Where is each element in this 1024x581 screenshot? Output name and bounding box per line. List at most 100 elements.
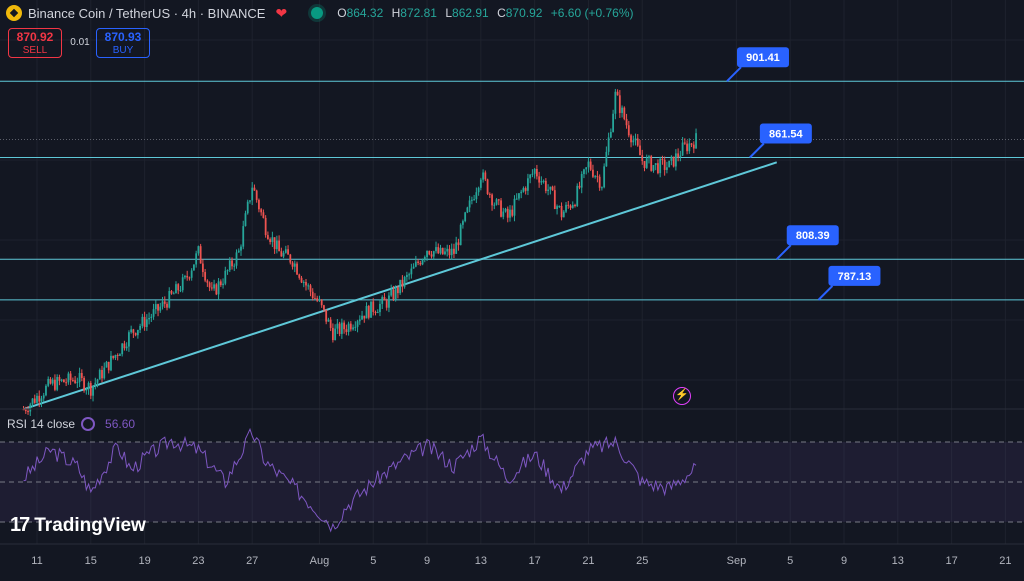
x-tick-label: 21 bbox=[582, 555, 594, 567]
candle-body bbox=[560, 205, 563, 218]
candle-body bbox=[547, 189, 549, 191]
candle-body bbox=[475, 192, 478, 200]
candle-body bbox=[645, 158, 648, 168]
candle-body bbox=[87, 382, 90, 390]
candle-body bbox=[459, 224, 462, 246]
candle-body bbox=[618, 95, 621, 113]
spread-value: 0.01 bbox=[70, 37, 90, 48]
candle-body bbox=[540, 181, 543, 183]
candle-body bbox=[325, 309, 328, 322]
candle-body bbox=[565, 204, 567, 212]
x-tick-label: 13 bbox=[475, 555, 487, 567]
candle-body bbox=[430, 254, 433, 257]
candle-body bbox=[612, 113, 615, 132]
candle-body bbox=[621, 107, 623, 113]
candle-body bbox=[224, 270, 227, 284]
candle-body bbox=[674, 153, 677, 167]
market-open-indicator-icon bbox=[311, 7, 324, 19]
candle-body bbox=[163, 301, 166, 304]
candle-body bbox=[184, 275, 186, 278]
candle-body bbox=[112, 355, 115, 358]
candle-body bbox=[583, 169, 585, 175]
candle-body bbox=[448, 248, 451, 256]
level-label-box bbox=[736, 47, 789, 68]
candle-body bbox=[300, 277, 303, 283]
candle-body bbox=[585, 167, 588, 170]
candle-body bbox=[654, 163, 657, 166]
candle-body bbox=[535, 168, 538, 177]
candle-body bbox=[594, 176, 597, 178]
candle-body bbox=[78, 373, 81, 383]
x-tick-label: 11 bbox=[31, 555, 42, 567]
tradingview-mark-icon: 17 bbox=[10, 514, 30, 536]
candle-body bbox=[114, 355, 117, 358]
candle-body bbox=[58, 377, 61, 381]
candle-body bbox=[289, 254, 292, 263]
sell-button[interactable]: 870.92 SELL bbox=[8, 28, 62, 58]
candle-body bbox=[119, 354, 121, 356]
candle-body bbox=[569, 205, 572, 208]
candle-body bbox=[509, 209, 511, 218]
candle-body bbox=[363, 315, 366, 319]
candle-body bbox=[542, 180, 545, 182]
heart-icon[interactable]: ❤ bbox=[275, 4, 288, 21]
candle-body bbox=[623, 107, 626, 119]
candle-body bbox=[226, 270, 229, 272]
candle-body bbox=[215, 284, 218, 295]
candle-body bbox=[533, 168, 536, 174]
candle-body bbox=[580, 174, 583, 188]
candle-body bbox=[648, 156, 650, 159]
candle-body bbox=[370, 301, 372, 318]
x-tick-label: 17 bbox=[529, 555, 541, 567]
candle-body bbox=[663, 159, 666, 170]
lightning-icon[interactable]: ⚡ bbox=[673, 387, 691, 405]
candle-body bbox=[641, 155, 644, 162]
candle-body bbox=[686, 143, 688, 152]
candle-body bbox=[266, 235, 269, 240]
candle-body bbox=[515, 198, 518, 200]
candle-body bbox=[558, 205, 561, 207]
x-tick-label: 15 bbox=[85, 555, 97, 567]
candle-body bbox=[197, 246, 200, 254]
symbol-title[interactable]: Binance Coin / TetherUS · 4h · BINANCE bbox=[28, 5, 266, 21]
candle-body bbox=[128, 332, 130, 347]
candle-body bbox=[49, 378, 52, 384]
candle-body bbox=[634, 138, 637, 141]
candle-body bbox=[24, 409, 27, 412]
candle-body bbox=[399, 279, 402, 294]
candle-body bbox=[217, 281, 220, 295]
candle-body bbox=[423, 257, 426, 260]
candle-body bbox=[38, 395, 41, 402]
tradingview-logo[interactable]: 17 TradingView bbox=[10, 514, 146, 537]
candle-body bbox=[42, 395, 45, 399]
candle-body bbox=[255, 190, 258, 200]
level-label-text: 901.41 bbox=[746, 52, 780, 64]
candle-body bbox=[441, 247, 444, 255]
candle-body bbox=[455, 242, 458, 254]
candle-body bbox=[54, 379, 56, 390]
candle-body bbox=[76, 382, 79, 384]
candle-body bbox=[336, 323, 339, 329]
buy-button[interactable]: 870.93 BUY bbox=[96, 28, 150, 58]
candle-body bbox=[244, 213, 247, 227]
loading-spinner-icon bbox=[81, 417, 96, 431]
candle-body bbox=[210, 287, 213, 289]
candle-body bbox=[278, 240, 280, 252]
x-tick-label: 5 bbox=[787, 555, 793, 567]
candle-body bbox=[587, 161, 590, 168]
candle-body bbox=[293, 263, 296, 267]
candle-body bbox=[154, 304, 157, 310]
change-value: +6.60 (+0.76%) bbox=[550, 6, 634, 20]
candle-body bbox=[643, 161, 646, 168]
candle-body bbox=[116, 355, 119, 357]
rsi-legend[interactable]: RSI 14 close 56.60 bbox=[7, 417, 135, 431]
candle-body bbox=[233, 265, 236, 267]
x-tick-label: Sep bbox=[727, 555, 747, 567]
candle-body bbox=[219, 281, 222, 286]
open-label: O bbox=[337, 6, 347, 20]
candle-body bbox=[316, 298, 319, 301]
candle-body bbox=[428, 250, 431, 255]
candle-body bbox=[101, 369, 103, 379]
